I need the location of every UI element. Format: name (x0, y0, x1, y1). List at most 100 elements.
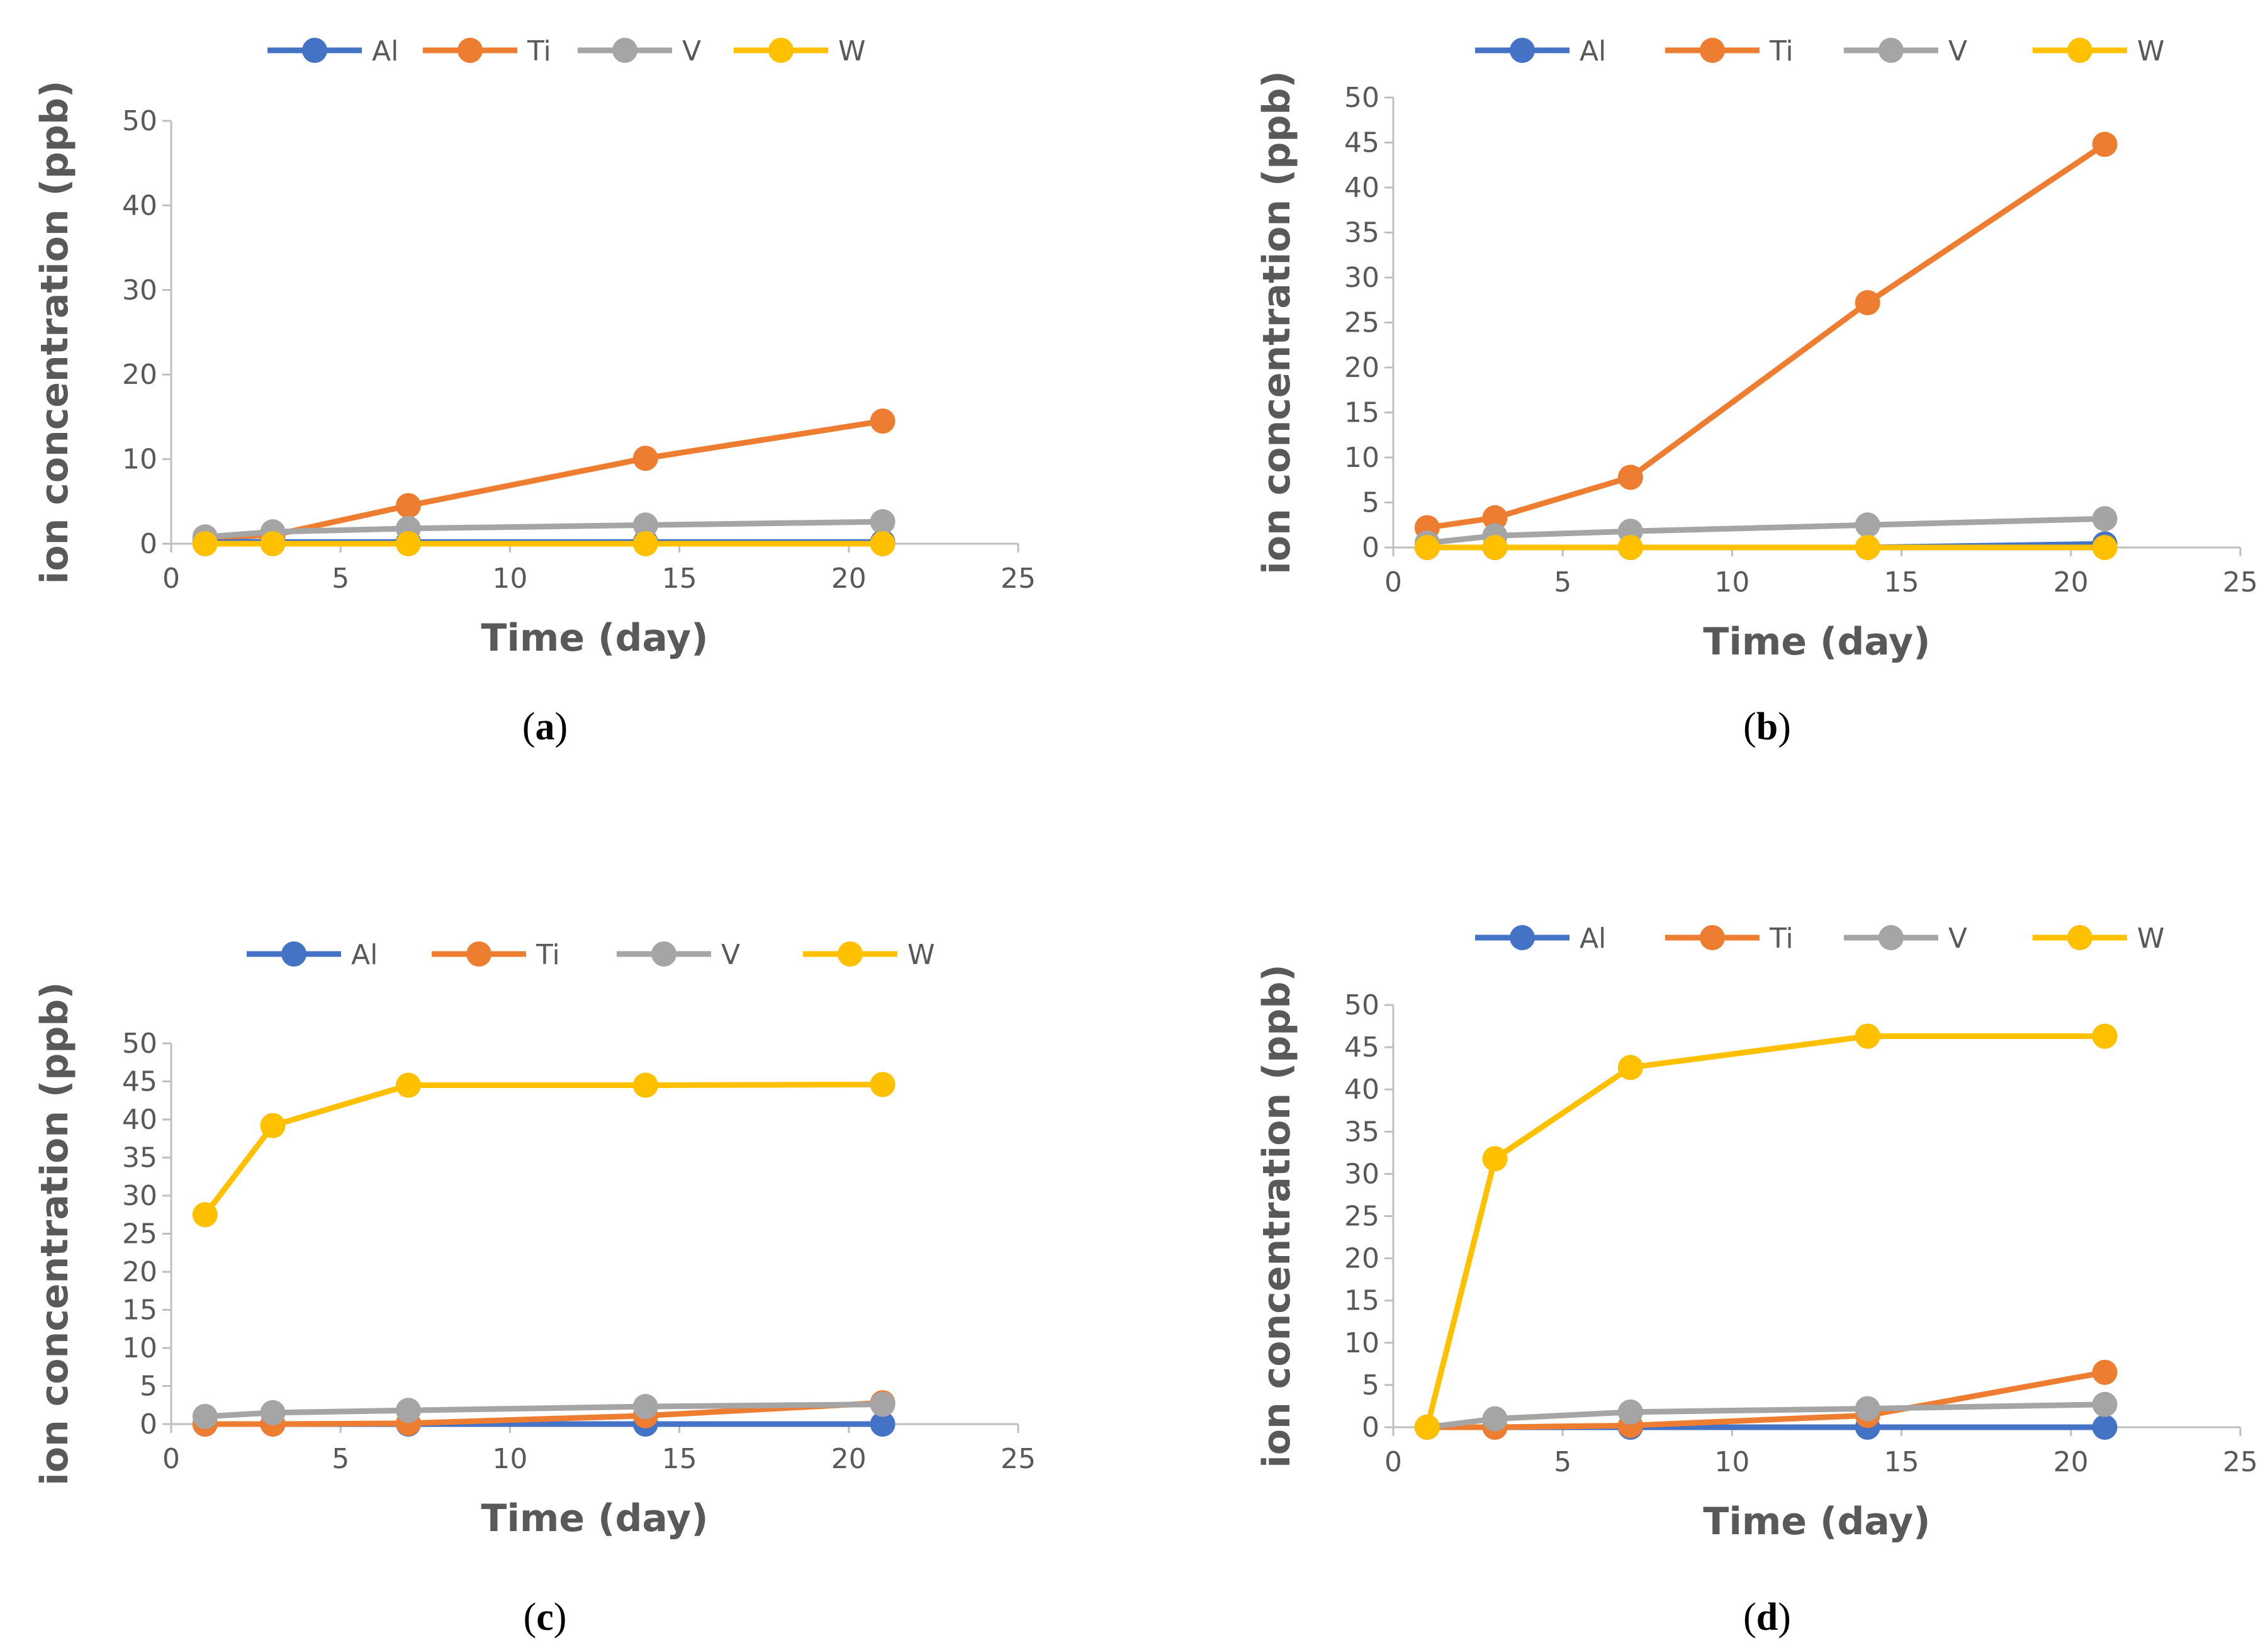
series-line-v (205, 519, 883, 540)
legend-label-ti: Ti (1769, 923, 1794, 955)
x-tick-label: 15 (1884, 566, 1919, 598)
legend-marker-al (1510, 38, 1535, 63)
data-point-ti (2092, 132, 2118, 157)
legend-label-ti: Ti (1769, 35, 1794, 67)
y-tick-label: 35 (122, 1142, 157, 1174)
series-line-ti (205, 418, 884, 540)
data-point-ti (395, 493, 421, 519)
data-point-ti (1482, 505, 1508, 530)
x-tick-label: 5 (332, 563, 349, 595)
y-tick-label: 5 (1362, 487, 1379, 519)
data-point-al (870, 1411, 895, 1437)
data-point-w (2092, 1023, 2118, 1049)
y-tick-label: 25 (1344, 1201, 1379, 1233)
x-axis-title: Time (day) (1703, 620, 1930, 664)
data-point-v (260, 1400, 286, 1425)
legend-marker-w (838, 941, 863, 967)
y-tick-label: 10 (122, 444, 157, 476)
data-point-w (260, 531, 286, 556)
data-point-w (632, 1072, 658, 1098)
y-tick-label: 0 (1362, 1411, 1379, 1444)
legend-marker-al (281, 941, 306, 967)
y-tick-label: 45 (1344, 1031, 1379, 1064)
x-tick-label: 25 (2223, 1446, 2258, 1478)
chart-panel-a: 0 10 20 30 40 50 0 5 10 15 20 25 Time (day) ion conce… (33, 35, 1036, 748)
data-point-w (1414, 1415, 1440, 1440)
data-point-w (1855, 535, 1880, 560)
legend-label-w: W (838, 35, 866, 67)
x-tick-label: 5 (1554, 566, 1571, 598)
x-tick-label: 10 (1714, 1446, 1749, 1478)
y-tick-label: 10 (1344, 442, 1379, 474)
data-point-ti (1855, 290, 1880, 316)
data-point-w (1617, 535, 1643, 560)
y-tick-label: 40 (1344, 1074, 1379, 1106)
data-point-w (1855, 1023, 1880, 1049)
chart-panel-b: 0 5 10 15 20 25 30 35 40 45 50 0 5 10 15 20 25 Time (day)… (1255, 35, 2258, 748)
y-tick-label: 10 (1344, 1327, 1379, 1359)
data-point-v (1855, 1396, 1880, 1422)
data-point-w (1482, 535, 1508, 560)
y-tick-label: 10 (122, 1332, 157, 1364)
y-tick-label: 20 (122, 1256, 157, 1288)
y-tick-label: 45 (122, 1066, 157, 1098)
x-tick-label: 0 (1384, 566, 1402, 598)
data-point-v (2092, 1391, 2118, 1417)
data-point-v (1617, 1399, 1643, 1425)
y-tick-label: 30 (122, 1180, 157, 1212)
x-tick-label: 15 (662, 563, 697, 595)
y-tick-label: 5 (1362, 1369, 1379, 1401)
legend-marker-v (1878, 925, 1904, 950)
y-axis-title: ion concentration (ppb) (1255, 70, 1299, 574)
y-tick-label: 40 (122, 1104, 157, 1136)
y-tick-label: 50 (122, 1028, 157, 1060)
x-tick-label: 25 (1001, 1443, 1036, 1475)
x-tick-label: 20 (2053, 1446, 2089, 1478)
legend-marker-ti (466, 941, 491, 967)
data-point-al (2092, 1415, 2118, 1440)
y-tick-label: 50 (1344, 82, 1379, 114)
data-point-ti (1617, 464, 1643, 490)
legend-label-v: V (721, 939, 740, 971)
legend-marker-ti (1700, 38, 1725, 63)
legend-marker-v (1878, 38, 1904, 63)
data-point-w (260, 1113, 286, 1138)
legend-marker-w (2067, 925, 2092, 950)
data-point-w (1482, 1146, 1508, 1172)
y-tick-label: 30 (1344, 1158, 1379, 1190)
data-point-w (395, 531, 421, 556)
data-point-v (2092, 506, 2118, 532)
legend-marker-ti (458, 38, 483, 63)
series-line-w (203, 1081, 883, 1216)
y-tick-label: 20 (122, 359, 157, 391)
legend-label-v: V (1948, 35, 1967, 67)
panel-caption: (b) (1743, 705, 1791, 748)
y-axis-title: ion concentration (ppb) (33, 81, 77, 584)
panel-caption: (c) (524, 1596, 567, 1639)
legend-label-w: W (907, 939, 935, 971)
x-tick-label: 10 (492, 563, 527, 595)
data-point-v (1855, 512, 1880, 538)
data-point-v (870, 509, 895, 535)
x-tick-label: 5 (1554, 1446, 1571, 1478)
legend-marker-ti (1700, 925, 1725, 950)
data-point-w (2092, 535, 2118, 560)
x-tick-label: 0 (162, 1443, 180, 1475)
x-tick-label: 5 (332, 1443, 349, 1475)
data-point-v (192, 1403, 218, 1429)
data-point-w (632, 531, 658, 556)
legend-marker-v (612, 38, 637, 63)
y-tick-label: 20 (1344, 1243, 1379, 1275)
y-tick-label: 50 (1344, 989, 1379, 1021)
x-tick-label: 20 (2053, 566, 2089, 598)
y-tick-label: 5 (140, 1371, 157, 1403)
x-tick-label: 15 (1884, 1446, 1919, 1478)
y-tick-label: 15 (122, 1294, 157, 1327)
y-tick-label: 35 (1344, 1116, 1379, 1148)
y-axis-title: ion concentration (ppb) (1255, 964, 1299, 1468)
legend-label-w: W (2137, 35, 2165, 67)
y-tick-label: 15 (1344, 1285, 1379, 1317)
y-tick-label: 20 (1344, 352, 1379, 384)
panel-caption: (d) (1743, 1596, 1791, 1639)
legend-label-al: Al (1580, 35, 1606, 67)
